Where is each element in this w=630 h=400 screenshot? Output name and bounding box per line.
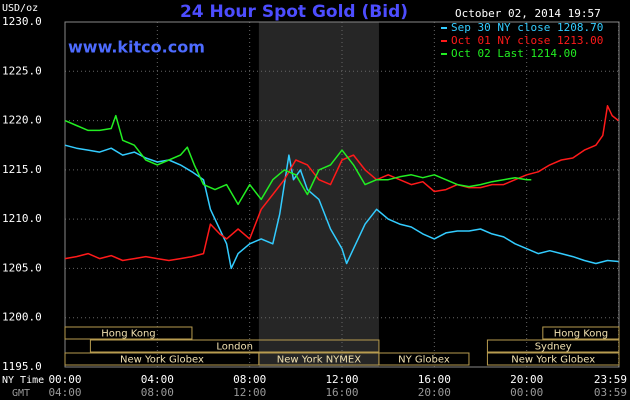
legend-label: Oct 02 Last 1214.00 <box>451 47 577 60</box>
x2-tick-label: 08:00 <box>141 386 174 399</box>
session-box <box>89 339 380 353</box>
x-tick-label: 00:00 <box>48 373 81 386</box>
x-tick-label: 12:00 <box>325 373 358 386</box>
x-tick-label: 08:00 <box>233 373 266 386</box>
session-label: London <box>216 342 253 353</box>
x-tick-label: 16:00 <box>418 373 451 386</box>
session-box <box>542 326 620 340</box>
session-label: NY Globex <box>398 355 450 366</box>
x2-tick-label: 16:00 <box>325 386 358 399</box>
session-label: New York NYMEX <box>277 355 362 366</box>
y-tick-label: 1200.0 <box>2 311 42 324</box>
x-tick-label: 04:00 <box>141 373 174 386</box>
x2-axis-label: GMT <box>12 388 30 399</box>
y-tick-label: 1210.0 <box>2 212 42 225</box>
plot-frame <box>64 21 620 368</box>
session-label: Hong Kong <box>101 329 155 340</box>
session-shade <box>258 22 379 367</box>
x-tick-label: 23:59 <box>594 373 627 386</box>
source-label: www.kitco.com <box>68 38 205 57</box>
series-line <box>64 114 532 206</box>
legend-label: Sep 30 NY close 1208.70 <box>451 21 603 34</box>
legend-label: Oct 01 NY close 1213.00 <box>451 34 603 47</box>
x2-tick-label: 04:00 <box>48 386 81 399</box>
session-label: New York Globex <box>511 355 595 366</box>
x2-tick-label: 00:00 <box>510 386 543 399</box>
session-label: Hong Kong <box>554 329 608 340</box>
session-box <box>486 352 620 366</box>
session-label: New York Globex <box>120 355 204 366</box>
session-box <box>378 352 470 366</box>
x-tick-label: 20:00 <box>510 373 543 386</box>
x2-tick-label: 20:00 <box>418 386 451 399</box>
y-tick-label: 1220.0 <box>2 114 42 127</box>
x2-tick-label: 03:59 <box>594 386 627 399</box>
y-tick-label: 1230.0 <box>2 15 42 28</box>
x-axis-label: NY Time <box>2 375 44 386</box>
session-box <box>64 326 193 340</box>
session-label: Sydney <box>535 342 572 353</box>
y-tick-label: 1215.0 <box>2 163 42 176</box>
chart-title: 24 Hour Spot Gold (Bid) <box>180 2 408 22</box>
y-axis-label: USD/oz <box>2 3 38 14</box>
timestamp: October 02, 2014 19:57 <box>455 7 601 20</box>
y-tick-label: 1205.0 <box>2 261 42 274</box>
y-tick-label: 1225.0 <box>2 64 42 77</box>
plot-area <box>64 21 620 368</box>
x2-tick-label: 12:00 <box>233 386 266 399</box>
session-box <box>486 339 620 353</box>
y-tick-label: 1195.0 <box>2 360 42 373</box>
